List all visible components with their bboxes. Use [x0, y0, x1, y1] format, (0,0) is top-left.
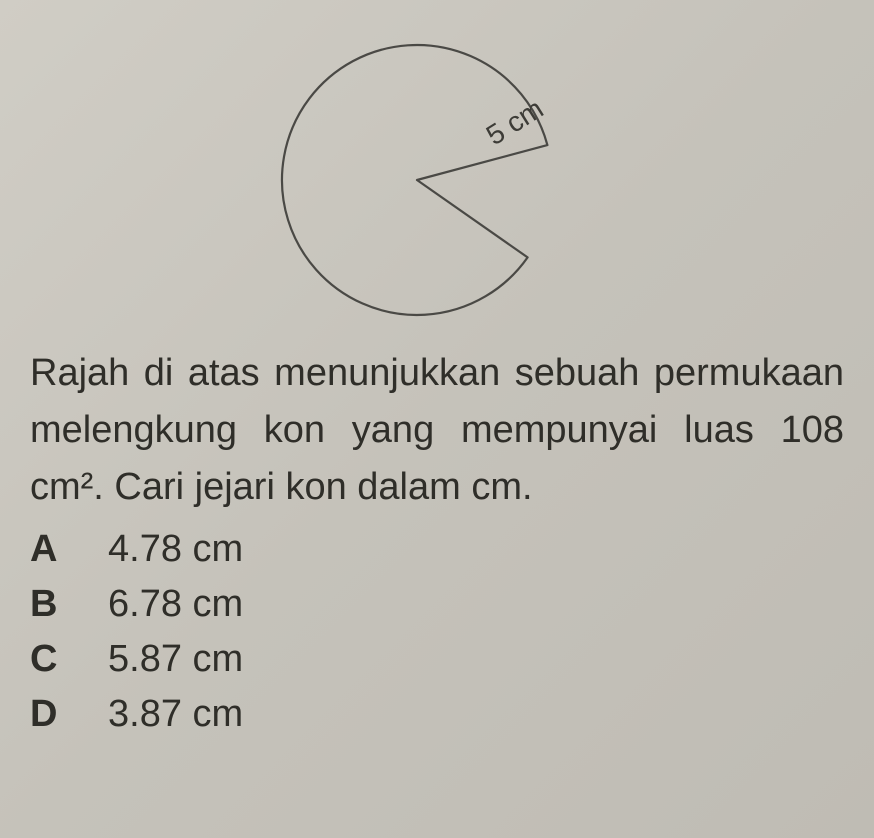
sector-outline [282, 45, 547, 315]
choice-letter: D [30, 687, 108, 742]
choice-value: 6.78 cm [108, 577, 243, 632]
figure-area: 5 cm [30, 20, 844, 345]
choice-letter: B [30, 577, 108, 632]
choice-b: B 6.78 cm [30, 577, 844, 632]
choice-d: D 3.87 cm [30, 687, 844, 742]
choice-letter: C [30, 632, 108, 687]
choice-value: 5.87 cm [108, 632, 243, 687]
radius-label: 5 cm [481, 93, 549, 151]
cone-net-sector: 5 cm [257, 20, 617, 320]
choice-c: C 5.87 cm [30, 632, 844, 687]
choice-a: A 4.78 cm [30, 522, 844, 577]
choice-value: 3.87 cm [108, 687, 243, 742]
choices-list: A 4.78 cm B 6.78 cm C 5.87 cm D 3.87 cm [30, 522, 844, 742]
question-text: Rajah di atas menunjukkan sebuah permuka… [30, 345, 844, 516]
choice-letter: A [30, 522, 108, 577]
choice-value: 4.78 cm [108, 522, 243, 577]
